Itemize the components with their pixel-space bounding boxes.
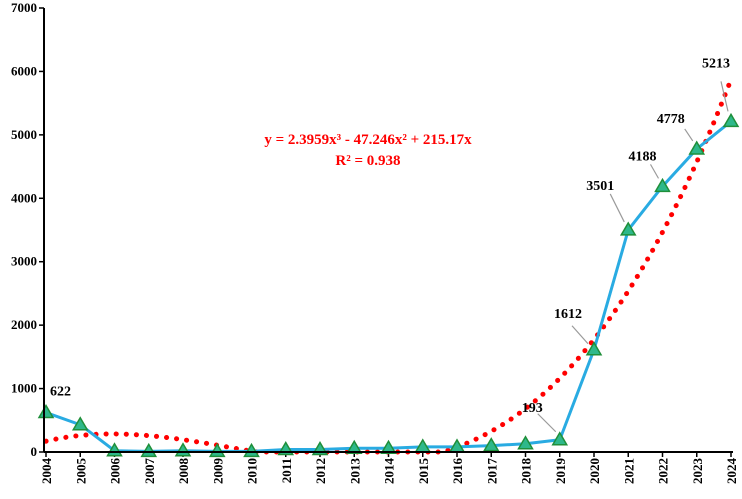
equation-text: y = 2.3959x³ - 47.246x² + 215.17x xyxy=(264,132,472,148)
x-tick-label: 2024 xyxy=(724,458,739,485)
x-tick-label: 2020 xyxy=(587,458,602,484)
data-label: 193 xyxy=(522,401,543,416)
data-label-leader xyxy=(684,128,694,142)
x-tick-label: 2022 xyxy=(656,458,671,484)
x-axis-ticks: 2004 2005 2006 2007 2008 2009 2010 2011 2012 2013… xyxy=(39,452,739,484)
x-tick-label: 2016 xyxy=(450,458,465,485)
data-point-marker xyxy=(688,140,706,155)
data-point-marker xyxy=(208,442,226,458)
data-point-marker xyxy=(140,442,158,458)
x-tick-label: 2010 xyxy=(245,458,260,484)
x-tick-label: 2004 xyxy=(39,458,54,485)
series-markers xyxy=(37,112,740,458)
y-tick-label: 7000 xyxy=(11,0,37,15)
data-point-marker xyxy=(345,439,363,454)
data-point-marker xyxy=(619,221,637,236)
x-tick-label: 2015 xyxy=(416,458,431,485)
data-point-marker xyxy=(380,439,397,454)
series-line-group xyxy=(45,120,732,453)
data-point-marker xyxy=(585,341,603,356)
x-tick-label: 2017 xyxy=(484,458,499,485)
y-tick-label: 6000 xyxy=(11,63,37,78)
data-point-marker xyxy=(654,177,671,193)
y-tick-label: 5000 xyxy=(11,127,37,142)
data-label: 4778 xyxy=(657,112,685,127)
y-tick-label: 3000 xyxy=(11,254,37,269)
series-line xyxy=(45,120,732,453)
x-tick-label: 2009 xyxy=(210,458,225,485)
data-label-leader xyxy=(537,413,557,433)
x-tick-label: 2006 xyxy=(108,458,123,485)
x-tick-label: 2011 xyxy=(279,458,294,483)
x-tick-label: 2014 xyxy=(382,458,397,485)
x-tick-label: 2023 xyxy=(690,458,705,485)
data-point-marker xyxy=(551,431,569,446)
data-point-marker xyxy=(243,442,260,458)
data-point-marker xyxy=(482,437,500,452)
data-label-leader xyxy=(609,193,625,223)
y-tick-label: 1000 xyxy=(11,381,37,396)
data-label: 622 xyxy=(50,385,71,400)
data-label-leader xyxy=(649,164,660,179)
x-tick-label: 2013 xyxy=(347,458,362,485)
data-label-leader xyxy=(571,325,589,345)
y-axis-ticks: 0 1000 2000 3000 4000 5000 6000 7000 xyxy=(11,0,44,459)
trendline-equation: y = 2.3959x³ - 47.246x² + 215.17x R² = 0… xyxy=(264,132,472,169)
data-point-marker xyxy=(722,112,740,128)
x-tick-label: 2007 xyxy=(142,458,157,485)
y-tick-label: 0 xyxy=(31,444,38,459)
data-label: 3501 xyxy=(586,179,614,194)
data-label: 5213 xyxy=(702,56,730,71)
x-tick-label: 2005 xyxy=(73,458,88,485)
data-label-leader xyxy=(720,81,729,112)
x-tick-label: 2019 xyxy=(553,458,568,485)
data-labels: 622 193 1612 3501 4188 4778 5213 xyxy=(50,56,730,433)
r-squared-text: R² = 0.938 xyxy=(335,153,400,169)
data-label: 4188 xyxy=(629,149,657,164)
x-tick-label: 2021 xyxy=(621,458,636,484)
data-label: 1612 xyxy=(554,307,582,322)
x-tick-label: 2018 xyxy=(519,458,534,485)
y-tick-label: 2000 xyxy=(11,317,37,332)
data-point-marker xyxy=(71,416,89,431)
data-point-marker xyxy=(517,435,534,450)
y-tick-label: 4000 xyxy=(11,190,37,205)
x-tick-label: 2012 xyxy=(313,458,328,484)
data-point-marker xyxy=(37,404,55,419)
x-tick-label: 2008 xyxy=(176,458,191,485)
